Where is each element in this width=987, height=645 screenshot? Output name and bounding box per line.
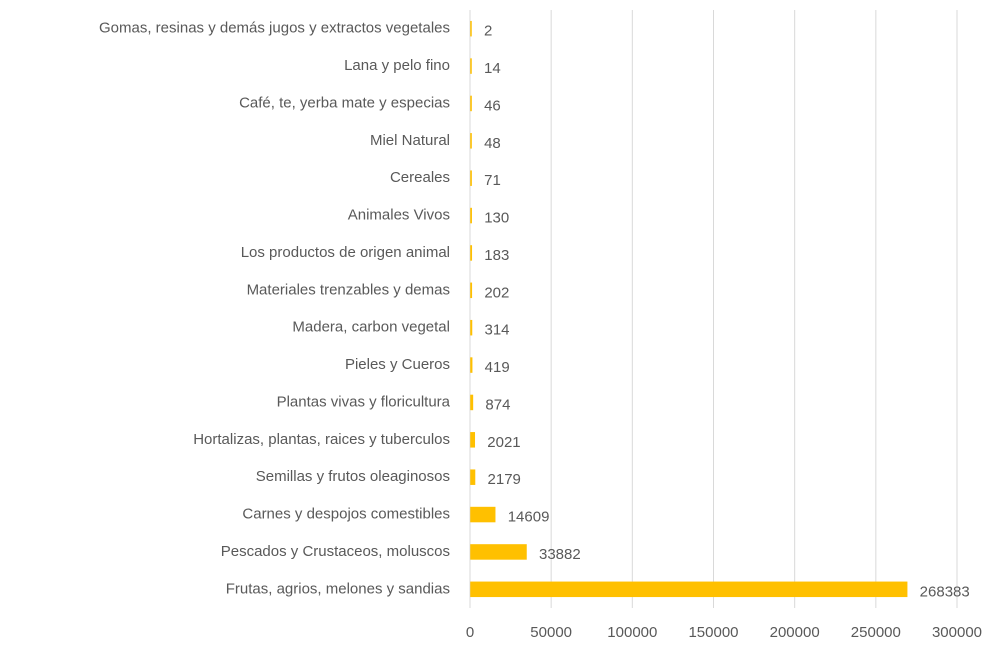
data-label: 46 bbox=[484, 97, 501, 114]
y-tick-label: Animales Vivos bbox=[348, 207, 450, 224]
data-label: 202 bbox=[484, 284, 509, 301]
y-tick-label: Café, te, yerba mate y especias bbox=[239, 94, 450, 111]
data-label: 33882 bbox=[539, 546, 581, 563]
data-label: 2021 bbox=[487, 434, 520, 451]
data-label: 48 bbox=[484, 135, 501, 152]
bar bbox=[470, 506, 496, 523]
x-tick-label: 150000 bbox=[688, 624, 738, 641]
data-label: 2179 bbox=[488, 471, 521, 488]
data-label: 419 bbox=[485, 359, 510, 376]
bar bbox=[470, 581, 908, 598]
y-tick-label: Pescados y Crustaceos, moluscos bbox=[221, 543, 450, 560]
data-label: 314 bbox=[485, 322, 510, 339]
x-tick-label: 0 bbox=[466, 624, 474, 641]
bar bbox=[470, 469, 476, 485]
y-tick-label: Frutas, agrios, melones y sandias bbox=[226, 580, 450, 597]
y-tick-label: Madera, carbon vegetal bbox=[292, 319, 450, 336]
x-tick-label: 100000 bbox=[607, 624, 657, 641]
y-tick-label: Lana y pelo fino bbox=[344, 57, 450, 74]
data-label: 2 bbox=[484, 23, 492, 40]
data-label: 130 bbox=[484, 210, 509, 227]
data-label: 14609 bbox=[508, 509, 550, 526]
data-label: 71 bbox=[484, 172, 501, 189]
y-tick-label: Hortalizas, plantas, raices y tuberculos bbox=[193, 431, 450, 448]
data-label: 874 bbox=[485, 396, 510, 413]
x-tick-label: 200000 bbox=[770, 624, 820, 641]
y-tick-label: Semillas y frutos oleaginosos bbox=[256, 468, 450, 485]
bar bbox=[470, 394, 474, 411]
bar bbox=[470, 544, 527, 560]
y-tick-label: Cereales bbox=[390, 169, 450, 186]
bar bbox=[470, 319, 473, 336]
y-tick-label: Gomas, resinas y demás jugos y extractos… bbox=[99, 20, 450, 37]
bar bbox=[470, 357, 473, 373]
bar bbox=[470, 432, 476, 448]
y-tick-label: Miel Natural bbox=[370, 132, 450, 149]
y-tick-label: Los productos de origen animal bbox=[241, 244, 450, 261]
x-tick-label: 50000 bbox=[530, 624, 572, 641]
x-tick-label: 300000 bbox=[932, 624, 982, 641]
y-tick-label: Carnes y despojos comestibles bbox=[242, 506, 450, 523]
y-tick-label: Pieles y Cueros bbox=[345, 356, 450, 373]
data-label: 14 bbox=[484, 60, 501, 77]
data-label: 268383 bbox=[920, 583, 970, 600]
y-tick-label: Plantas vivas y floricultura bbox=[277, 393, 451, 410]
x-tick-label: 250000 bbox=[851, 624, 901, 641]
y-tick-label: Materiales trenzables y demas bbox=[247, 281, 450, 298]
data-label: 183 bbox=[484, 247, 509, 264]
